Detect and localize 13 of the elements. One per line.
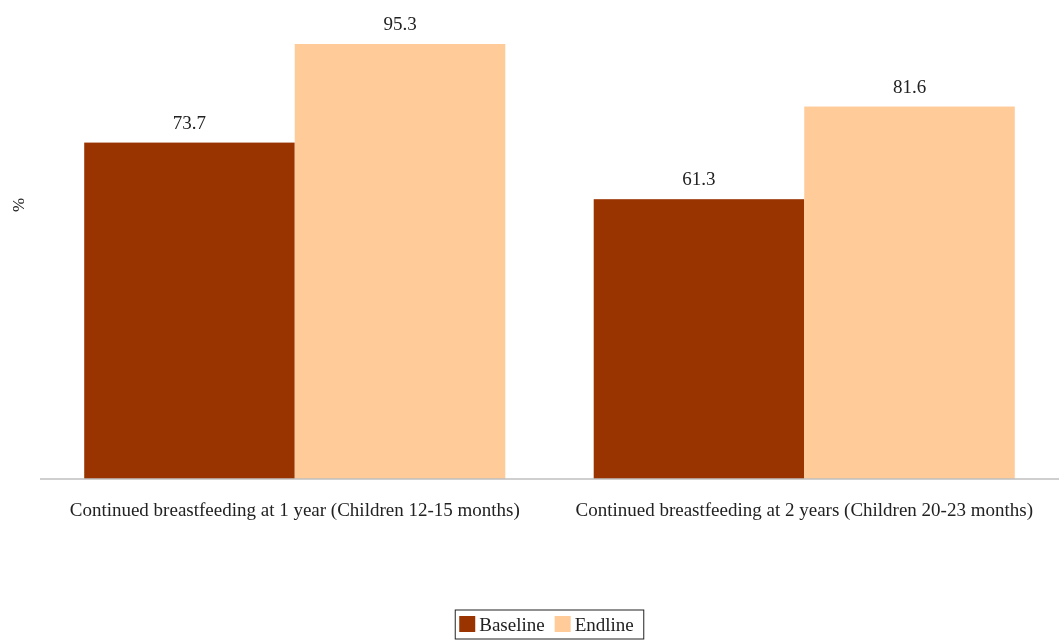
bar xyxy=(84,142,295,479)
x-tick-label: Continued breastfeeding at 2 years (Children 20-23 months) xyxy=(575,499,1033,521)
legend-label: Baseline xyxy=(479,614,545,635)
data-label: 61.3 xyxy=(682,168,716,190)
y-axis-title: % xyxy=(9,197,28,213)
x-tick-label: Continued breastfeeding at 1 year (Children 12-15 months) xyxy=(69,499,520,521)
data-label: 81.6 xyxy=(892,75,927,97)
bar xyxy=(804,106,1015,479)
data-label: 73.7 xyxy=(172,111,207,133)
bar xyxy=(294,44,506,479)
data-label: 95.3 xyxy=(383,13,417,34)
bar xyxy=(593,199,805,479)
legend-label: Endline xyxy=(574,614,634,635)
